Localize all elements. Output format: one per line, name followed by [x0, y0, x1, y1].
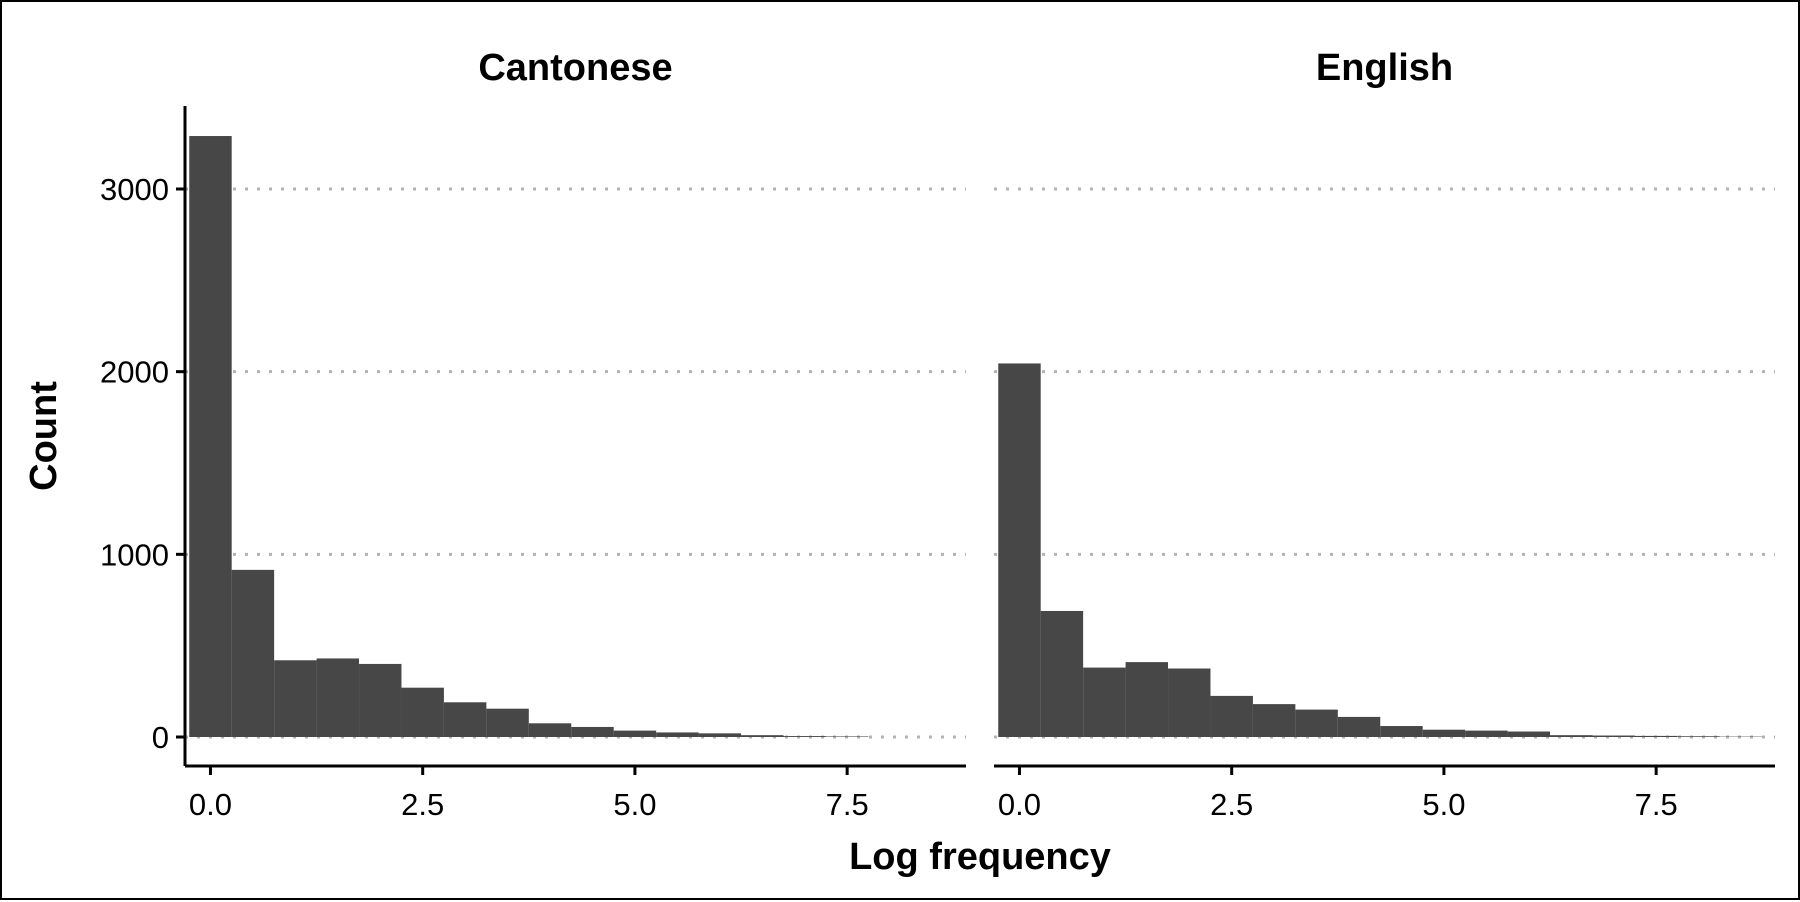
bar-cantonese-11 [656, 732, 698, 737]
x-tick-label-english-0: 0.0 [998, 787, 1041, 822]
y-axis-title: Count [23, 381, 65, 491]
bar-cantonese-3 [317, 658, 359, 737]
y-tick-label-1: 1000 [100, 537, 169, 572]
bar-english-15 [1635, 736, 1677, 737]
facet-title-english: English [1316, 47, 1453, 89]
bar-cantonese-9 [571, 727, 613, 737]
bar-english-1 [1041, 611, 1083, 737]
bar-cantonese-15 [826, 736, 868, 737]
x-tick-label-english-2: 5.0 [1422, 787, 1465, 822]
bar-english-14 [1592, 736, 1634, 737]
bar-english-0 [998, 363, 1040, 737]
bar-english-10 [1423, 730, 1465, 737]
x-tick-label-cantonese-3: 7.5 [826, 787, 869, 822]
bar-english-6 [1253, 704, 1295, 737]
bar-cantonese-8 [529, 723, 571, 737]
bar-english-2 [1083, 668, 1125, 737]
bar-cantonese-6 [444, 702, 486, 737]
y-tick-label-3: 3000 [100, 172, 169, 207]
bar-english-4 [1168, 669, 1210, 738]
bar-cantonese-0 [189, 136, 231, 737]
bar-cantonese-5 [401, 688, 443, 737]
bar-cantonese-1 [232, 570, 274, 737]
bar-english-11 [1465, 731, 1507, 737]
x-axis-title: Log frequency [849, 836, 1111, 878]
bar-cantonese-2 [274, 660, 316, 737]
bar-english-12 [1508, 732, 1550, 737]
y-tick-label-2: 2000 [100, 355, 169, 390]
bar-english-7 [1295, 710, 1337, 737]
bar-english-5 [1210, 696, 1252, 737]
bar-cantonese-7 [486, 709, 528, 737]
bar-cantonese-4 [359, 664, 401, 737]
bar-english-3 [1126, 662, 1168, 737]
bar-english-13 [1550, 735, 1592, 737]
facet-title-cantonese: Cantonese [478, 47, 672, 89]
x-tick-label-cantonese-1: 2.5 [401, 787, 444, 822]
x-tick-label-english-1: 2.5 [1210, 787, 1253, 822]
bar-english-9 [1380, 726, 1422, 737]
bar-cantonese-10 [614, 731, 656, 737]
bar-english-16 [1677, 736, 1719, 737]
x-tick-label-cantonese-0: 0.0 [189, 787, 232, 822]
x-tick-label-english-3: 7.5 [1635, 787, 1678, 822]
bar-cantonese-14 [783, 736, 825, 737]
x-tick-label-cantonese-2: 5.0 [613, 787, 656, 822]
bar-english-8 [1338, 717, 1380, 737]
bar-cantonese-13 [741, 735, 783, 737]
y-tick-label-0: 0 [152, 720, 169, 755]
bar-cantonese-12 [699, 733, 741, 737]
